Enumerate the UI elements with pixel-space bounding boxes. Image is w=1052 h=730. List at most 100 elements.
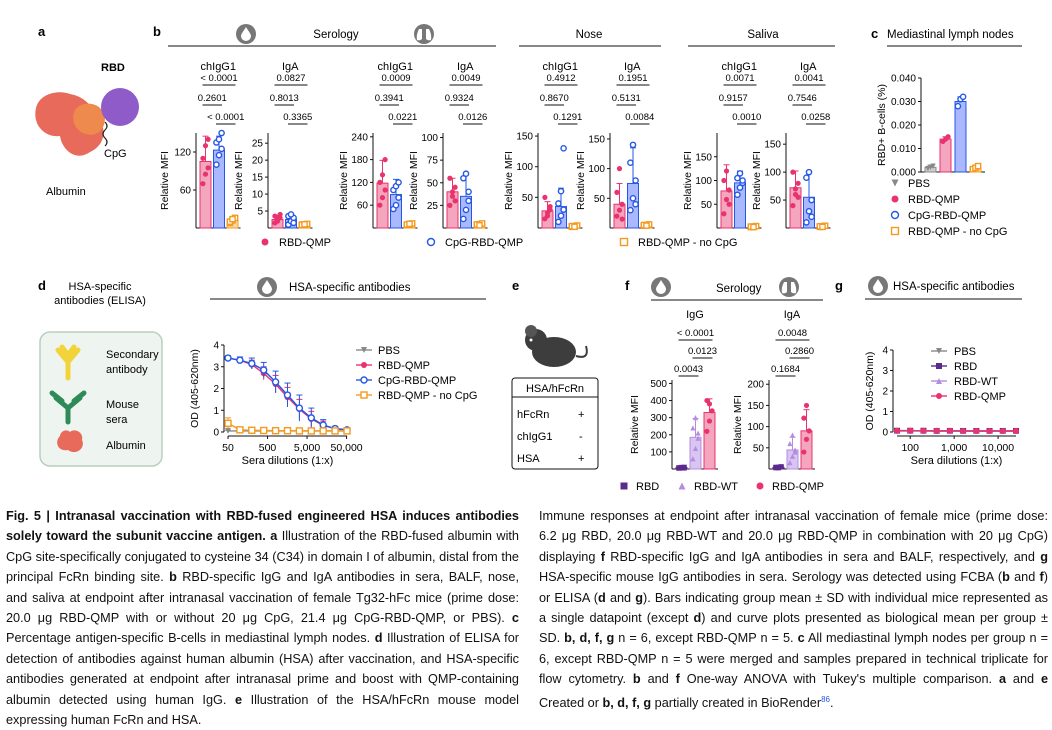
panel-d-title: HSA-specific antibodies	[289, 282, 411, 294]
data-point	[447, 203, 452, 208]
caption-text: and	[1010, 570, 1040, 584]
panel-c-title: Mediastinal lymph nodes	[887, 29, 1014, 41]
caption-text: partially created in BioRender	[651, 696, 821, 710]
p-value: 0.5131	[612, 93, 641, 104]
legend-label: RBD-WT	[954, 376, 998, 388]
series-point	[296, 428, 302, 434]
subplot-title: IgA	[457, 61, 474, 73]
x-tick-label: 50	[222, 442, 234, 454]
legend-label: PBS	[908, 178, 930, 190]
panel-c-header: Mediastinal lymph nodes	[887, 29, 1022, 46]
data-point	[704, 429, 709, 434]
data-point	[804, 220, 809, 225]
data-point	[955, 104, 960, 109]
caption-right-column: Immune responses at endpoint after intra…	[539, 506, 1048, 713]
data-point	[790, 203, 795, 208]
p-value: 0.3941	[375, 93, 404, 104]
y-tick-label: 25	[252, 139, 264, 150]
caption-left-column: Fig. 5 | Intranasal vaccination with RBD…	[6, 506, 519, 730]
y-tick-label: 200	[747, 380, 764, 391]
data-point	[751, 224, 756, 229]
legend-label: RBD-QMP	[378, 360, 430, 372]
series-point	[320, 428, 326, 434]
subplot-title: chIgG1	[201, 61, 236, 73]
legend-label: RBD-QMP	[908, 194, 960, 206]
legend-label: RBD-QMP	[279, 237, 331, 249]
caption-text: and	[641, 672, 676, 686]
caption-ref: a	[266, 529, 278, 543]
data-point	[727, 202, 732, 207]
bar	[690, 437, 701, 469]
y-tick-label: 150	[747, 401, 764, 412]
p-value: 0.3365	[283, 112, 312, 123]
mouse-eye	[530, 339, 533, 342]
caption-ref: g	[1040, 550, 1048, 564]
y-tick-label: 150	[695, 152, 712, 163]
series-point	[249, 360, 255, 366]
legend-marker	[621, 483, 628, 490]
y-tick-label: 150	[516, 132, 533, 143]
y-tick-label: 1	[213, 406, 219, 417]
legend-label: RBD-QMP - no CpG	[908, 226, 1007, 238]
p-value: 0.2860	[785, 346, 814, 357]
series-point	[344, 428, 350, 434]
y-tick-label: 0	[882, 428, 888, 439]
series-point	[960, 428, 966, 434]
y-tick-label: 75	[427, 156, 439, 167]
p-value: 0.0043	[674, 364, 703, 375]
legend-label: CpG-RBD-QMP	[908, 210, 986, 222]
data-point	[628, 208, 633, 213]
data-point	[466, 198, 471, 203]
label-mouse-line1: Mouse	[106, 399, 139, 411]
legend-label: RBD-WT	[694, 481, 738, 493]
p-value: 0.0827	[276, 73, 305, 84]
p-value: 0.0049	[451, 73, 480, 84]
data-point	[620, 216, 625, 221]
series-point	[894, 428, 900, 434]
table-row-label: hFcRn	[517, 409, 549, 421]
saliva-heading: Saliva	[747, 29, 779, 41]
panel-letter-b: b	[153, 24, 161, 39]
data-point	[707, 401, 712, 406]
y-tick-label: 200	[650, 430, 667, 441]
data-point	[804, 403, 809, 408]
caption-text: Created or	[539, 696, 602, 710]
series-point	[261, 427, 267, 433]
series-point	[237, 427, 243, 433]
y-tick-label: 3	[882, 366, 888, 377]
data-point	[721, 178, 726, 183]
subplot-title: chIgG1	[543, 61, 578, 73]
data-point	[203, 143, 208, 148]
table-row-value: -	[579, 431, 583, 443]
data-point	[806, 209, 811, 214]
panel-letter-d: d	[38, 278, 46, 293]
data-point	[617, 166, 622, 171]
caption-ref: c	[505, 611, 519, 625]
panel-letter-g: g	[835, 278, 843, 293]
y-axis-label: OD (405-620nm)	[864, 352, 876, 431]
x-tick-label: 5,000	[294, 442, 320, 454]
data-point	[216, 153, 221, 158]
subplot-title: IgA	[282, 61, 299, 73]
data-point	[946, 134, 951, 139]
data-point	[721, 211, 726, 216]
x-axis-label: Sera dilutions (1:x)	[911, 455, 1003, 467]
y-axis-label: Relative MFI	[503, 151, 515, 210]
data-point	[291, 220, 296, 225]
data-point	[556, 219, 561, 224]
panel-c-legend: PBS RBD-QMP CpG-RBD-QMP RBD-QMP - no CpG	[892, 178, 1008, 238]
y-tick-label: 240	[351, 132, 368, 143]
p-value: 0.0123	[688, 346, 717, 357]
y-tick-label: 3	[213, 362, 219, 373]
y-axis-label: Relative MFI	[408, 151, 420, 210]
x-tick-label: 100	[901, 442, 919, 454]
subplot-title: IgA	[624, 61, 641, 73]
data-point	[710, 408, 715, 413]
